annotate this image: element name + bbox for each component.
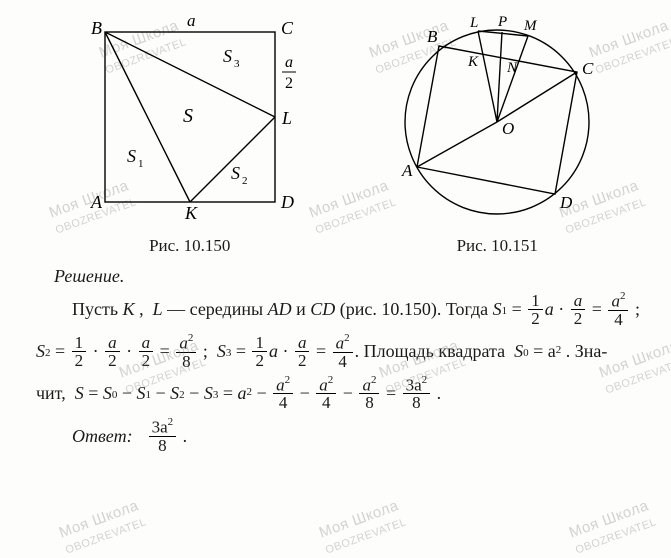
figure-left: A B C D K L a a 2 S S 1 <box>65 12 315 256</box>
page-root: Моя ШколаOBOZREVATEL Моя ШколаOBOZREVATE… <box>0 0 671 552</box>
label-B: B <box>91 18 102 38</box>
caption-right: Рис. 10.151 <box>372 236 622 256</box>
label-S1: S 1 <box>127 146 144 170</box>
label-S: S <box>183 105 193 127</box>
body-line-3: чит, S = S0 − S1 − S2 − S3 = a2 − a24 − … <box>36 375 651 413</box>
figures-row: A B C D K L a a 2 S S 1 <box>36 12 651 256</box>
watermark: Моя ШколаOBOZREVATEL <box>57 496 149 557</box>
label-S2: S 2 <box>231 163 248 187</box>
label-A: A <box>90 192 103 212</box>
svg-text:2: 2 <box>242 175 248 187</box>
r-label-N: N <box>506 60 518 76</box>
label-S3: S 3 <box>223 46 240 70</box>
watermark: Моя ШколаOBOZREVATEL <box>567 496 659 557</box>
svg-text:2: 2 <box>285 75 293 92</box>
r-label-K: K <box>467 54 479 70</box>
figure-right: A B C D O L P M K N Рис. 10.151 <box>372 12 622 256</box>
body-line-1: Пусть K , L — середины AD и CD (рис. 10.… <box>36 291 651 329</box>
svg-text:a: a <box>285 54 293 71</box>
caption-left: Рис. 10.150 <box>65 236 315 256</box>
label-a-top: a <box>187 12 196 30</box>
svg-text:S: S <box>127 146 136 166</box>
label-D: D <box>280 192 294 212</box>
solution-label: Решение. <box>54 266 651 287</box>
r-label-P: P <box>497 14 507 30</box>
svg-text:1: 1 <box>138 158 144 170</box>
watermark: Моя ШколаOBOZREVATEL <box>317 496 409 557</box>
label-C: C <box>281 18 294 38</box>
r-label-O: O <box>502 119 514 138</box>
answer-row: Ответ: 3a28 . <box>36 418 651 454</box>
r-label-D: D <box>559 193 573 212</box>
answer-label: Ответ: <box>72 426 133 447</box>
label-L: L <box>281 108 292 128</box>
svg-text:S: S <box>223 46 232 66</box>
r-label-A: A <box>401 161 413 180</box>
r-label-C: C <box>582 59 594 78</box>
r-label-L: L <box>469 15 478 31</box>
body-line-2: S2 = 12 · a2 · a2 = a28 ; S3 = 12 a · a2… <box>36 333 651 371</box>
r-label-M: M <box>523 18 538 34</box>
label-K: K <box>184 203 198 223</box>
r-label-B: B <box>427 27 438 46</box>
label-a-over-2: a 2 <box>282 54 296 92</box>
svg-text:S: S <box>231 163 240 183</box>
svg-text:3: 3 <box>234 58 240 70</box>
